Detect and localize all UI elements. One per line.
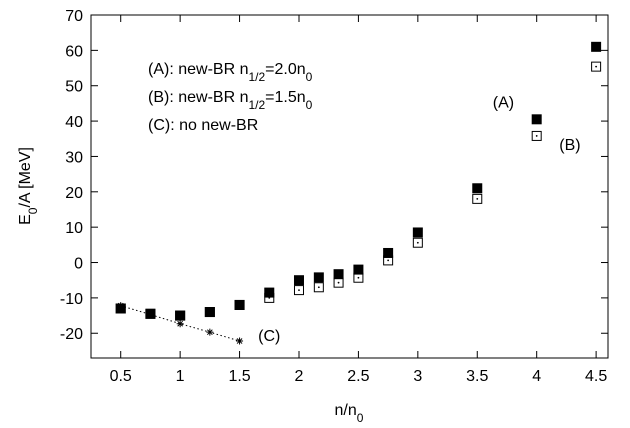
x-tick-label: 2 [295, 368, 304, 385]
series-a-point [204, 307, 215, 318]
axes-ticks [91, 14, 608, 358]
series-b-point-dot [476, 197, 479, 200]
series-c-point [236, 337, 244, 345]
legend-line-a-pre: (A): new-BR n [148, 61, 248, 78]
y-tick-label: 10 [65, 220, 83, 237]
series-c-points [117, 302, 244, 345]
x-tick-label: 3 [413, 368, 422, 385]
legend-line-a-sub2: 0 [306, 70, 313, 84]
y-axis-title: E0/A [MeV] [17, 147, 40, 225]
series-b-point-dot [337, 281, 340, 284]
legend-line-b-sub2: 0 [306, 98, 313, 112]
x-tick-label: 4.5 [585, 368, 607, 385]
series-c-point [176, 320, 184, 328]
annotation-label: (C) [258, 328, 280, 345]
series-a-point [145, 308, 156, 319]
series-b-point-dot [387, 259, 390, 262]
series-b-point-dot [595, 65, 598, 68]
legend-line-b-sub: 1/2 [248, 98, 265, 112]
series-a-point [412, 227, 423, 238]
y-tick-label: -20 [60, 326, 83, 343]
series-a-point [234, 299, 245, 310]
series-c-point [206, 328, 214, 336]
y-tick-label: -10 [60, 291, 83, 308]
x-axis-title-sub: 0 [357, 411, 364, 425]
series-a-point [313, 272, 324, 283]
series-a-point [353, 264, 364, 275]
series-a-point [333, 269, 344, 280]
annotation-label: (A) [493, 95, 514, 112]
x-tick-label: 4 [532, 368, 541, 385]
legend-line-c-pre: (C): no new-BR [148, 117, 258, 134]
annotations: (A) (B) (C) [258, 95, 580, 345]
series-c-dotted-line [120, 305, 240, 342]
x-tick-label: 0.5 [110, 368, 132, 385]
series-b-point-dot [298, 289, 300, 292]
y-tick-label: 0 [74, 256, 83, 273]
legend: (A): new-BR n1/2=2.0n0 (B): new-BR n1/2=… [148, 61, 313, 134]
y-tick-label: 70 [65, 8, 83, 25]
series-b-point-dot [416, 241, 419, 244]
series-a-points [115, 41, 602, 321]
legend-line-c: (C): no new-BR [148, 117, 258, 134]
y-axis-title-sub: 0 [26, 207, 40, 214]
y-tick-labels: -20 -10 0 10 20 30 40 50 60 70 [60, 8, 83, 343]
y-tick-label: 20 [65, 185, 83, 202]
series-a-point [383, 247, 394, 258]
x-tick-label: 2.5 [347, 368, 369, 385]
legend-line-b-mid: =1.5n [265, 89, 305, 106]
y-tick-label: 50 [65, 79, 83, 96]
series-b-point-dot [317, 286, 320, 289]
y-axis-title-rest: /A [MeV] [17, 147, 34, 207]
y-tick-label: 30 [65, 149, 83, 166]
legend-line-b: (B): new-BR n1/2=1.5n0 [148, 89, 313, 112]
series-b-point-dot [357, 276, 360, 279]
series-a-point [591, 41, 602, 52]
legend-line-a: (A): new-BR n1/2=2.0n0 [148, 61, 313, 84]
x-axis-title-main: n/n [335, 402, 357, 419]
y-axis-title-main: E [17, 214, 34, 225]
annotation-label: (B) [559, 137, 580, 154]
series-b-point-dot [535, 135, 538, 137]
series-a-point [264, 287, 275, 298]
x-axis-title: n/n0 [335, 402, 364, 425]
legend-line-a-mid: =2.0n [265, 61, 305, 78]
series-a-point [115, 303, 126, 314]
plot-frame [90, 14, 609, 359]
x-tick-labels: 0.5 1 1.5 2 2.5 3 3.5 4 4.5 [110, 368, 608, 385]
legend-line-b-pre: (B): new-BR n [148, 89, 248, 106]
y-tick-label: 60 [65, 43, 83, 60]
legend-line-a-sub: 1/2 [248, 70, 265, 84]
y-tick-label: 40 [65, 114, 83, 131]
series-a-point [531, 114, 542, 125]
x-tick-label: 1.5 [228, 368, 250, 385]
series-a-point [472, 183, 483, 194]
x-tick-label: 3.5 [466, 368, 488, 385]
x-tick-label: 1 [176, 368, 185, 385]
series-a-point [175, 310, 186, 321]
series-a-point [293, 275, 304, 286]
